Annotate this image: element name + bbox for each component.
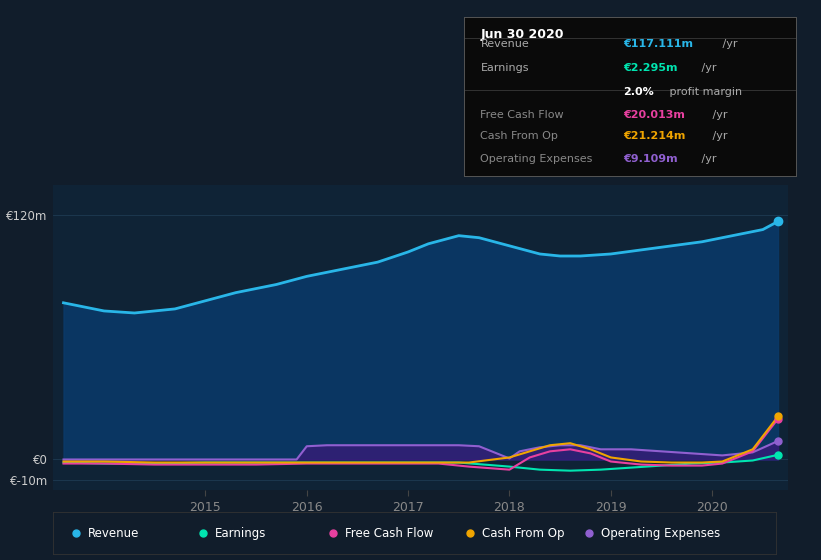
Text: Jun 30 2020: Jun 30 2020: [480, 28, 564, 41]
Text: €9.109m: €9.109m: [623, 153, 678, 164]
Text: Earnings: Earnings: [480, 63, 529, 73]
Text: /yr: /yr: [719, 39, 738, 49]
Text: /yr: /yr: [709, 131, 727, 141]
Text: Revenue: Revenue: [480, 39, 530, 49]
Text: Earnings: Earnings: [214, 527, 266, 540]
Text: 2.0%: 2.0%: [623, 87, 654, 97]
Text: /yr: /yr: [698, 63, 717, 73]
Text: Free Cash Flow: Free Cash Flow: [480, 110, 564, 120]
Text: Operating Expenses: Operating Expenses: [480, 153, 593, 164]
Text: Revenue: Revenue: [88, 527, 140, 540]
Text: €21.214m: €21.214m: [623, 131, 686, 141]
Text: Operating Expenses: Operating Expenses: [601, 527, 720, 540]
Text: Cash From Op: Cash From Op: [482, 527, 564, 540]
Text: Cash From Op: Cash From Op: [480, 131, 558, 141]
Text: /yr: /yr: [709, 110, 727, 120]
Text: Free Cash Flow: Free Cash Flow: [345, 527, 433, 540]
Text: profit margin: profit margin: [666, 87, 742, 97]
Text: /yr: /yr: [698, 153, 717, 164]
Text: €117.111m: €117.111m: [623, 39, 694, 49]
Text: €20.013m: €20.013m: [623, 110, 686, 120]
Text: €2.295m: €2.295m: [623, 63, 678, 73]
